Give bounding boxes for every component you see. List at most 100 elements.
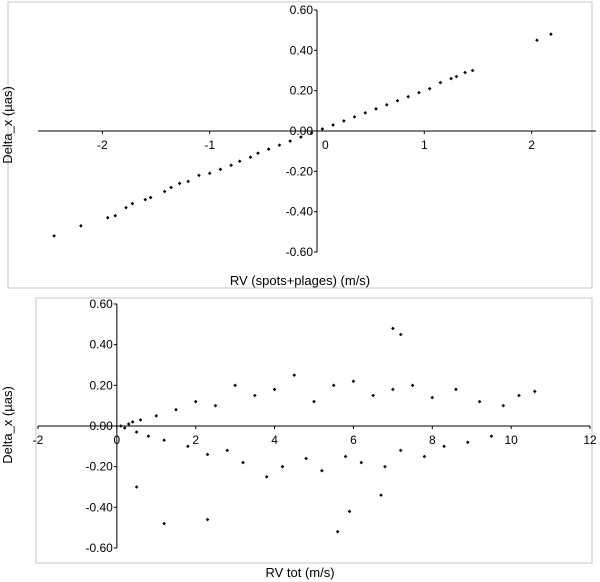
data-point [363, 111, 368, 115]
data-point [264, 475, 269, 479]
data-point [218, 167, 223, 172]
data-point [309, 131, 314, 135]
chart-frame [35, 297, 593, 564]
x-tick-label: 0 [322, 138, 329, 152]
x-tick-label: -1 [204, 138, 215, 152]
data-point [304, 456, 308, 461]
data-point [438, 80, 443, 85]
data-point [186, 444, 190, 449]
data-point [406, 94, 411, 99]
data-point [391, 387, 395, 392]
data-point [288, 139, 292, 143]
data-point [371, 393, 375, 398]
data-point [442, 444, 446, 449]
data-point [225, 448, 230, 453]
data-point [489, 434, 494, 438]
data-point [205, 452, 210, 457]
data-point [113, 213, 118, 218]
data-point [351, 379, 356, 384]
data-point [384, 102, 389, 107]
data-point [205, 517, 210, 522]
x-tick-label: 12 [583, 433, 597, 447]
data-point [256, 151, 260, 155]
y-axis-title: Delta_x (µas) [0, 386, 15, 464]
data-point [391, 326, 395, 331]
data-point [331, 383, 336, 388]
data-point [410, 383, 415, 388]
chart-rv-tot: Delta_x (µas) RV tot (m/s) -0.60 -0.40 -0.… [0, 297, 597, 580]
data-point [186, 179, 191, 184]
data-point [335, 529, 340, 534]
data-point [280, 464, 285, 469]
data-point [79, 223, 83, 228]
data-point [427, 86, 432, 91]
data-point [454, 387, 458, 392]
data-point [207, 171, 212, 176]
data-point [233, 383, 237, 388]
data-point [272, 387, 277, 392]
data-point [379, 493, 383, 497]
y-tick-label: 0.60 [89, 297, 113, 311]
data-point [105, 215, 110, 220]
data-point [449, 76, 453, 81]
data-point [277, 143, 282, 147]
data-point [241, 460, 245, 465]
y-tick-label: -0.20 [85, 460, 113, 474]
data-point [342, 119, 346, 123]
chart-frame [7, 1, 593, 289]
data-point [162, 189, 167, 194]
data-point [533, 389, 537, 394]
data-point [331, 123, 335, 127]
data-point [146, 434, 151, 438]
data-point [477, 399, 482, 404]
data-point [465, 440, 470, 445]
data-point [422, 454, 427, 459]
data-point [501, 403, 506, 408]
data-point [374, 107, 378, 111]
data-point [197, 173, 201, 178]
data-point [292, 373, 297, 377]
data-point [320, 468, 324, 473]
x-axis-title: RV tot (m/s) [265, 565, 334, 580]
data-point [130, 420, 135, 424]
data-point [549, 32, 553, 36]
x-tick-label: -2 [33, 433, 44, 447]
y-axis-title: Delta_x (µas) [0, 86, 15, 164]
data-point [430, 395, 435, 400]
data-point [148, 195, 153, 200]
data-point [162, 438, 166, 443]
data-point [463, 70, 467, 75]
data-point [134, 430, 139, 434]
data-point [126, 422, 131, 426]
data-point [347, 509, 352, 514]
data-point [299, 135, 303, 139]
x-tick-label: 10 [504, 433, 518, 447]
data-point [266, 147, 271, 151]
data-point [143, 197, 148, 202]
data-point [417, 90, 421, 95]
data-point [134, 485, 139, 489]
data-point [122, 426, 127, 430]
data-points [52, 32, 553, 238]
y-tick-label: -0.20 [286, 164, 314, 178]
data-point [248, 155, 253, 160]
x-tick-label: 6 [350, 433, 357, 447]
data-points [119, 326, 537, 534]
x-tick-label: 2 [192, 433, 199, 447]
y-tick-label: 0.20 [290, 84, 314, 98]
y-tick-label: 0.60 [290, 3, 314, 17]
data-point [312, 399, 316, 404]
x-axis-title: RV (spots+plages) (m/s) [230, 273, 370, 288]
data-point [470, 68, 475, 73]
data-point [154, 414, 159, 418]
x-tick-label: 4 [271, 433, 278, 447]
y-tick-label: -0.60 [286, 245, 314, 259]
chart-rv-spots-plages: Delta_x (µas) RV (spots+plages) (m/s) -0… [0, 1, 596, 289]
data-point [169, 185, 173, 190]
y-tick-labels: -0.60-0.40-0.200.000.200.400.60 [85, 297, 117, 555]
x-tick-label: -2 [97, 138, 108, 152]
data-point [229, 163, 233, 168]
data-point [383, 464, 387, 469]
data-point [177, 181, 182, 186]
